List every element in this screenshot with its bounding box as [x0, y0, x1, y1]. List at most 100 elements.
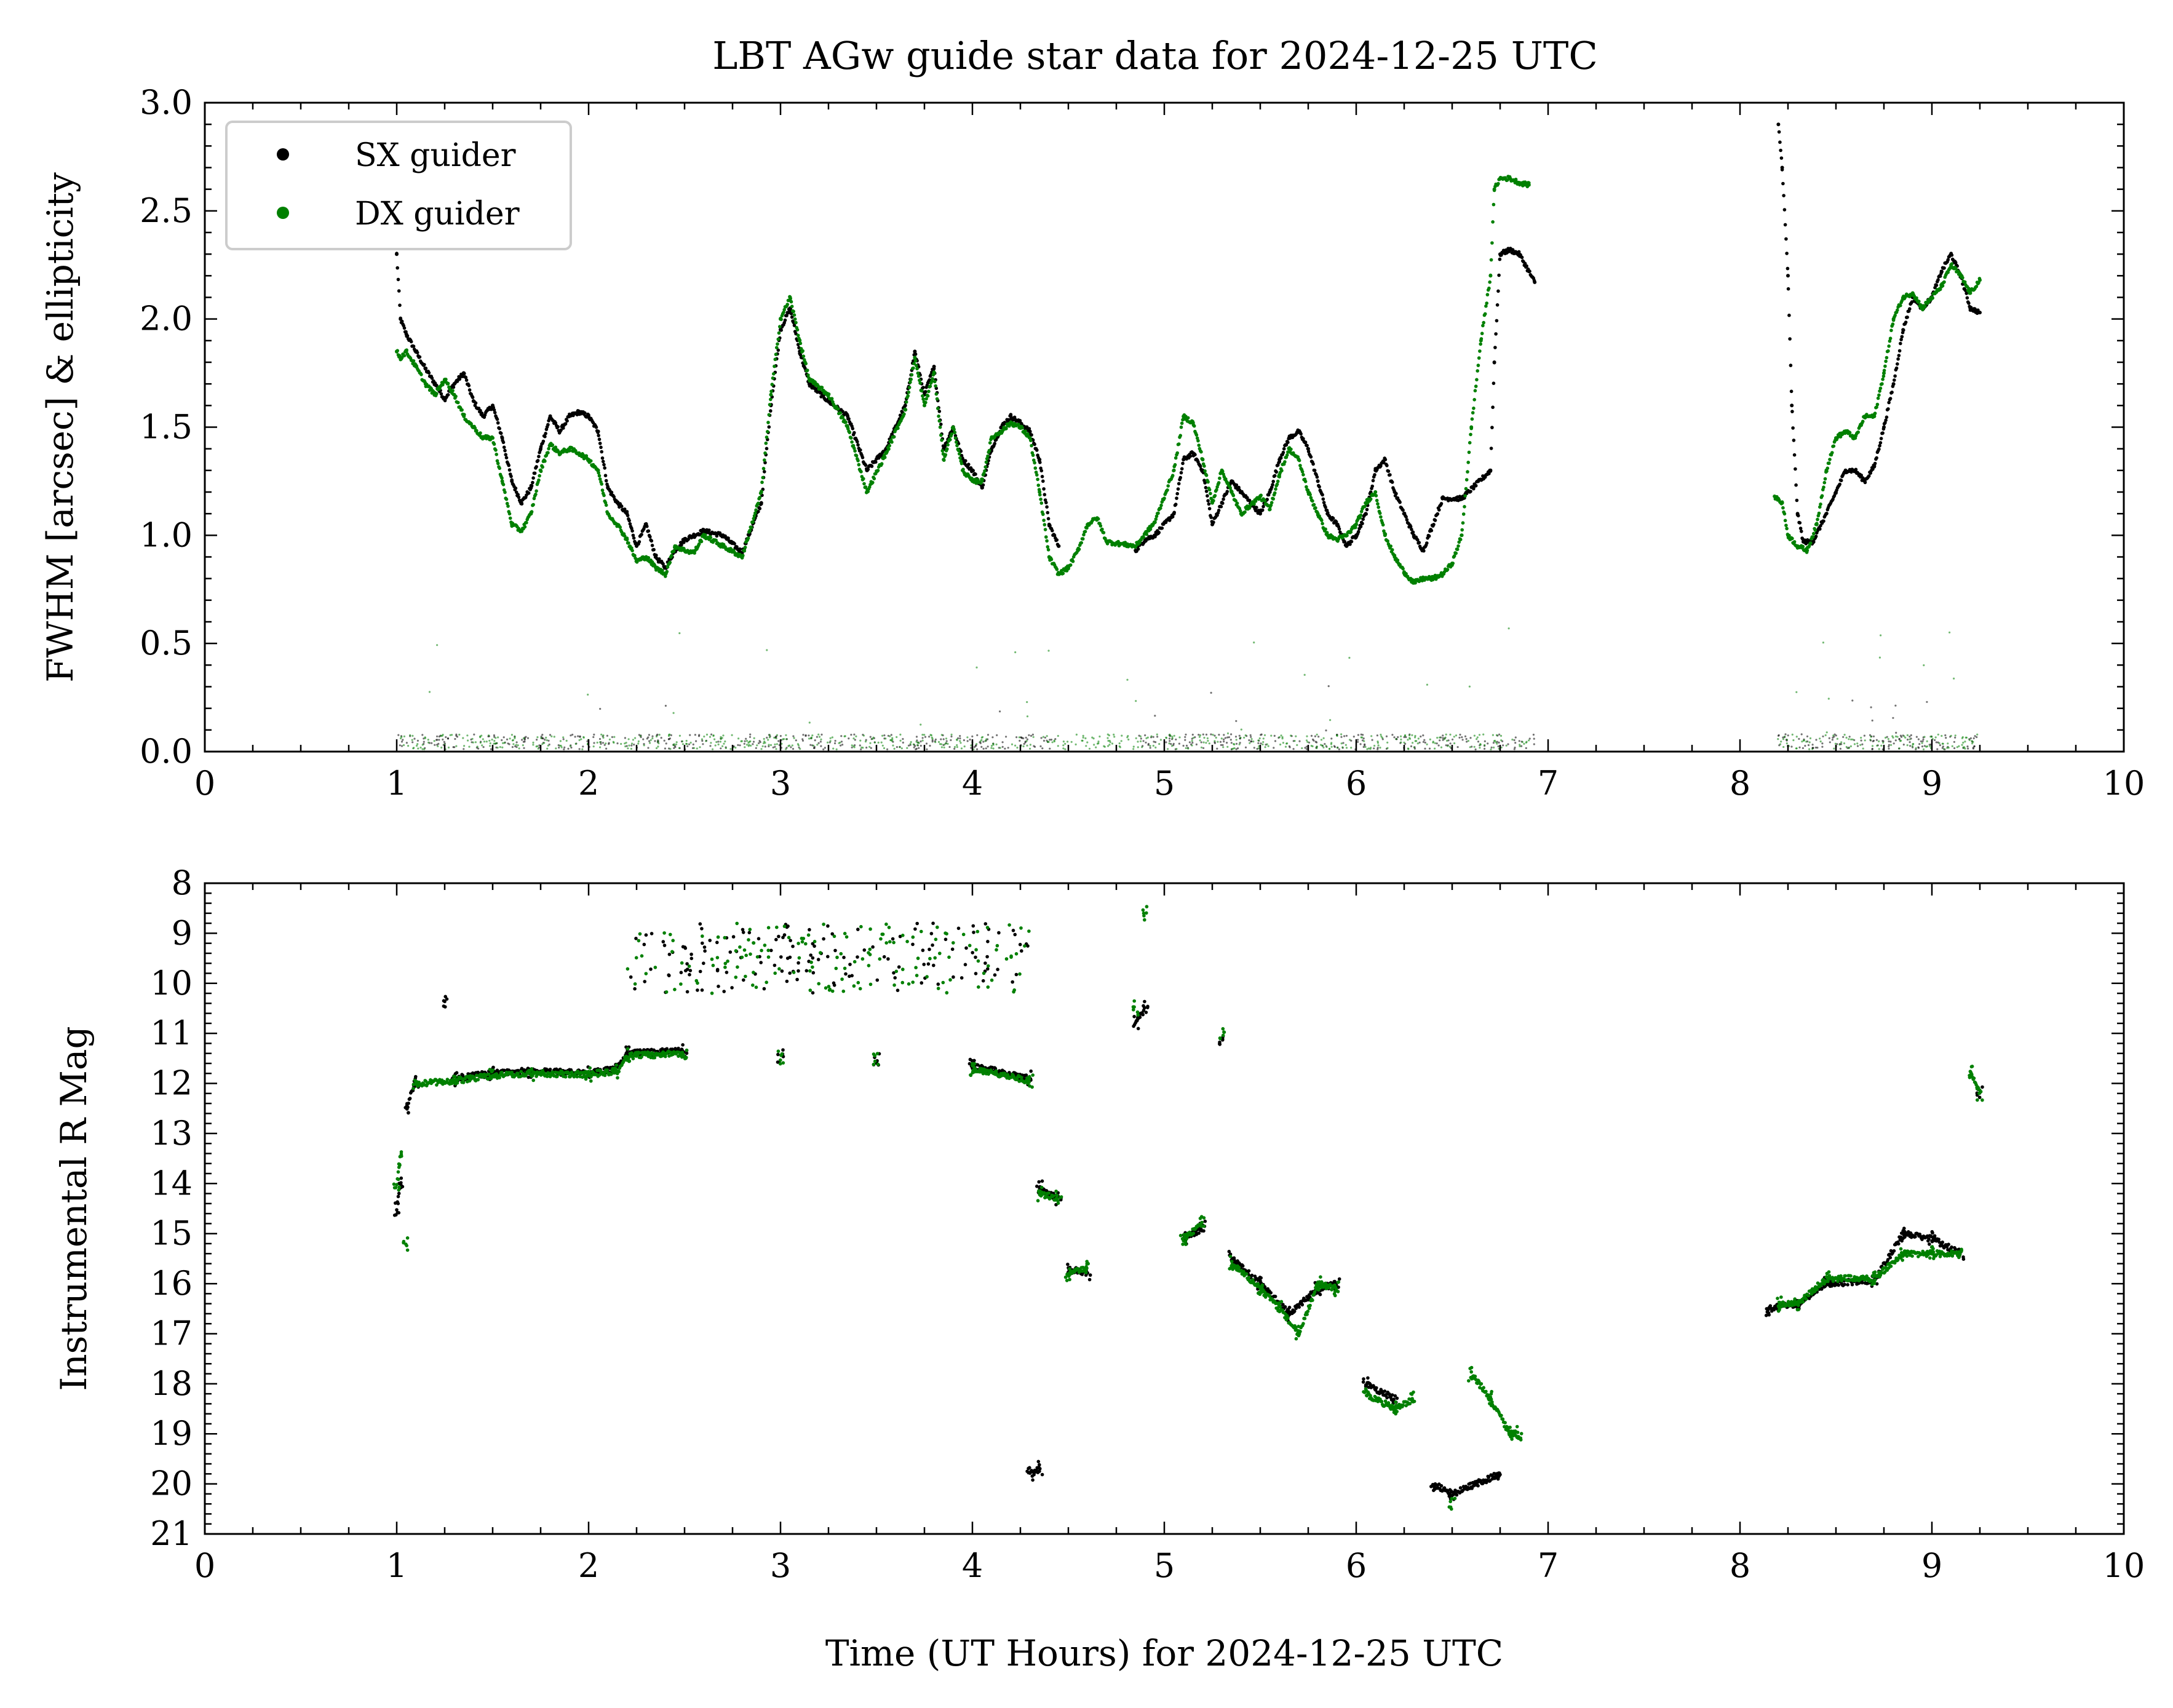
fwhm-point: [529, 512, 533, 516]
fwhm-point: [1476, 369, 1479, 373]
ellipticity-point: [790, 746, 792, 749]
ellipticity-point: [1014, 651, 1017, 654]
fwhm-point: [615, 522, 619, 526]
fwhm-point: [414, 349, 418, 354]
fwhm-point: [1887, 400, 1891, 405]
ellipticity-point: [1412, 742, 1414, 744]
ellipticity-point: [1878, 748, 1880, 750]
fwhm-point: [1862, 479, 1867, 483]
fwhm-point: [763, 470, 766, 474]
fwhm-point: [927, 389, 931, 394]
ellipticity-point: [1322, 746, 1325, 749]
fwhm-point: [600, 488, 605, 492]
fwhm-point: [411, 344, 416, 348]
fwhm-point: [1030, 443, 1033, 448]
fwhm-point: [1883, 364, 1887, 368]
ellipticity-point: [785, 738, 788, 741]
fwhm-point: [1210, 501, 1214, 505]
fwhm-point: [1306, 450, 1311, 453]
fwhm-point: [1458, 538, 1463, 541]
ellipticity-point: [1047, 649, 1050, 652]
ellipticity-point: [1973, 745, 1976, 747]
fwhm-point: [1273, 474, 1277, 478]
ellipticity-point: [494, 742, 496, 745]
ellipticity-point: [540, 735, 542, 738]
fwhm-point: [1261, 504, 1265, 509]
ellipticity-point: [1203, 736, 1206, 739]
fwhm-point: [980, 486, 984, 490]
fwhm-point: [753, 511, 757, 515]
ellipticity-point: [755, 747, 757, 749]
fwhm-point: [759, 501, 763, 505]
ellipticity-point: [1306, 741, 1309, 743]
ellipticity-point: [1185, 733, 1187, 736]
ellipticity-point: [1191, 744, 1193, 747]
fwhm-point: [644, 555, 648, 559]
ellipticity-point: [758, 742, 760, 744]
fwhm-point: [603, 466, 606, 470]
fwhm-point: [1488, 274, 1493, 278]
ellipticity-point: [1533, 737, 1535, 740]
ellipticity-point: [1918, 743, 1921, 745]
ellipticity-point: [715, 741, 718, 744]
ellipticity-point: [1839, 747, 1841, 750]
ellipticity-point: [1168, 737, 1171, 740]
ellipticity-point: [1119, 746, 1121, 749]
ellipticity-point: [523, 747, 525, 749]
ellipticity-point: [485, 741, 488, 743]
fwhm-point: [865, 490, 869, 494]
fwhm-point: [1234, 483, 1239, 487]
fwhm-point: [854, 454, 859, 458]
fwhm-point: [1396, 558, 1400, 562]
ellipticity-point: [1154, 715, 1156, 717]
fwhm-point: [1802, 539, 1805, 544]
ellipticity-point: [1906, 734, 1909, 736]
ellipticity-point: [541, 743, 544, 745]
ellipticity-point: [596, 741, 598, 744]
ellipticity-point: [1132, 748, 1135, 750]
ellipticity-point: [1108, 744, 1111, 746]
ellipticity-point: [509, 737, 511, 740]
fwhm-point: [1476, 363, 1480, 367]
ellipticity-point: [1500, 734, 1503, 737]
fwhm-point: [1274, 470, 1278, 474]
fwhm-point: [846, 414, 850, 418]
fwhm-point: [1203, 469, 1207, 473]
fwhm-point: [1206, 499, 1210, 502]
ellipticity-point: [1521, 741, 1523, 743]
ellipticity-point: [558, 744, 561, 747]
ellipticity-point: [606, 734, 609, 737]
fwhm-point: [862, 477, 865, 481]
ellipticity-point: [599, 741, 602, 744]
ellipticity-point: [1428, 747, 1431, 750]
fwhm-point: [1886, 407, 1890, 411]
ellipticity-point: [1915, 736, 1918, 738]
ellipticity-point: [1805, 741, 1808, 743]
fwhm-point: [496, 421, 500, 425]
fwhm-point: [637, 540, 642, 544]
ellipticity-point: [1198, 734, 1200, 736]
ellipticity-point: [1869, 734, 1872, 736]
fwhm-point: [761, 475, 765, 480]
ellipticity-point: [1533, 743, 1535, 745]
ellipticity-point: [720, 736, 722, 738]
fwhm-point: [1469, 425, 1474, 429]
ellipticity-point: [1815, 739, 1817, 741]
ellipticity-point: [928, 736, 931, 738]
ellipticity-point: [1296, 744, 1298, 746]
fwhm-point: [1798, 526, 1803, 530]
fwhm-point: [1170, 474, 1175, 477]
ellipticity-point: [1455, 734, 1458, 737]
ellipticity-point: [438, 739, 440, 741]
fwhm-point: [446, 381, 450, 386]
ellipticity-point: [721, 745, 724, 747]
ellipticity-point: [493, 740, 496, 742]
ellipticity-point: [1250, 736, 1252, 738]
fwhm-point: [1052, 533, 1057, 538]
fwhm-point: [1281, 450, 1285, 455]
ellipticity-point: [1321, 744, 1324, 747]
fwhm-point: [846, 425, 850, 429]
fwhm-point: [945, 447, 949, 451]
fwhm-point: [1890, 391, 1894, 394]
fwhm-point: [504, 456, 509, 459]
